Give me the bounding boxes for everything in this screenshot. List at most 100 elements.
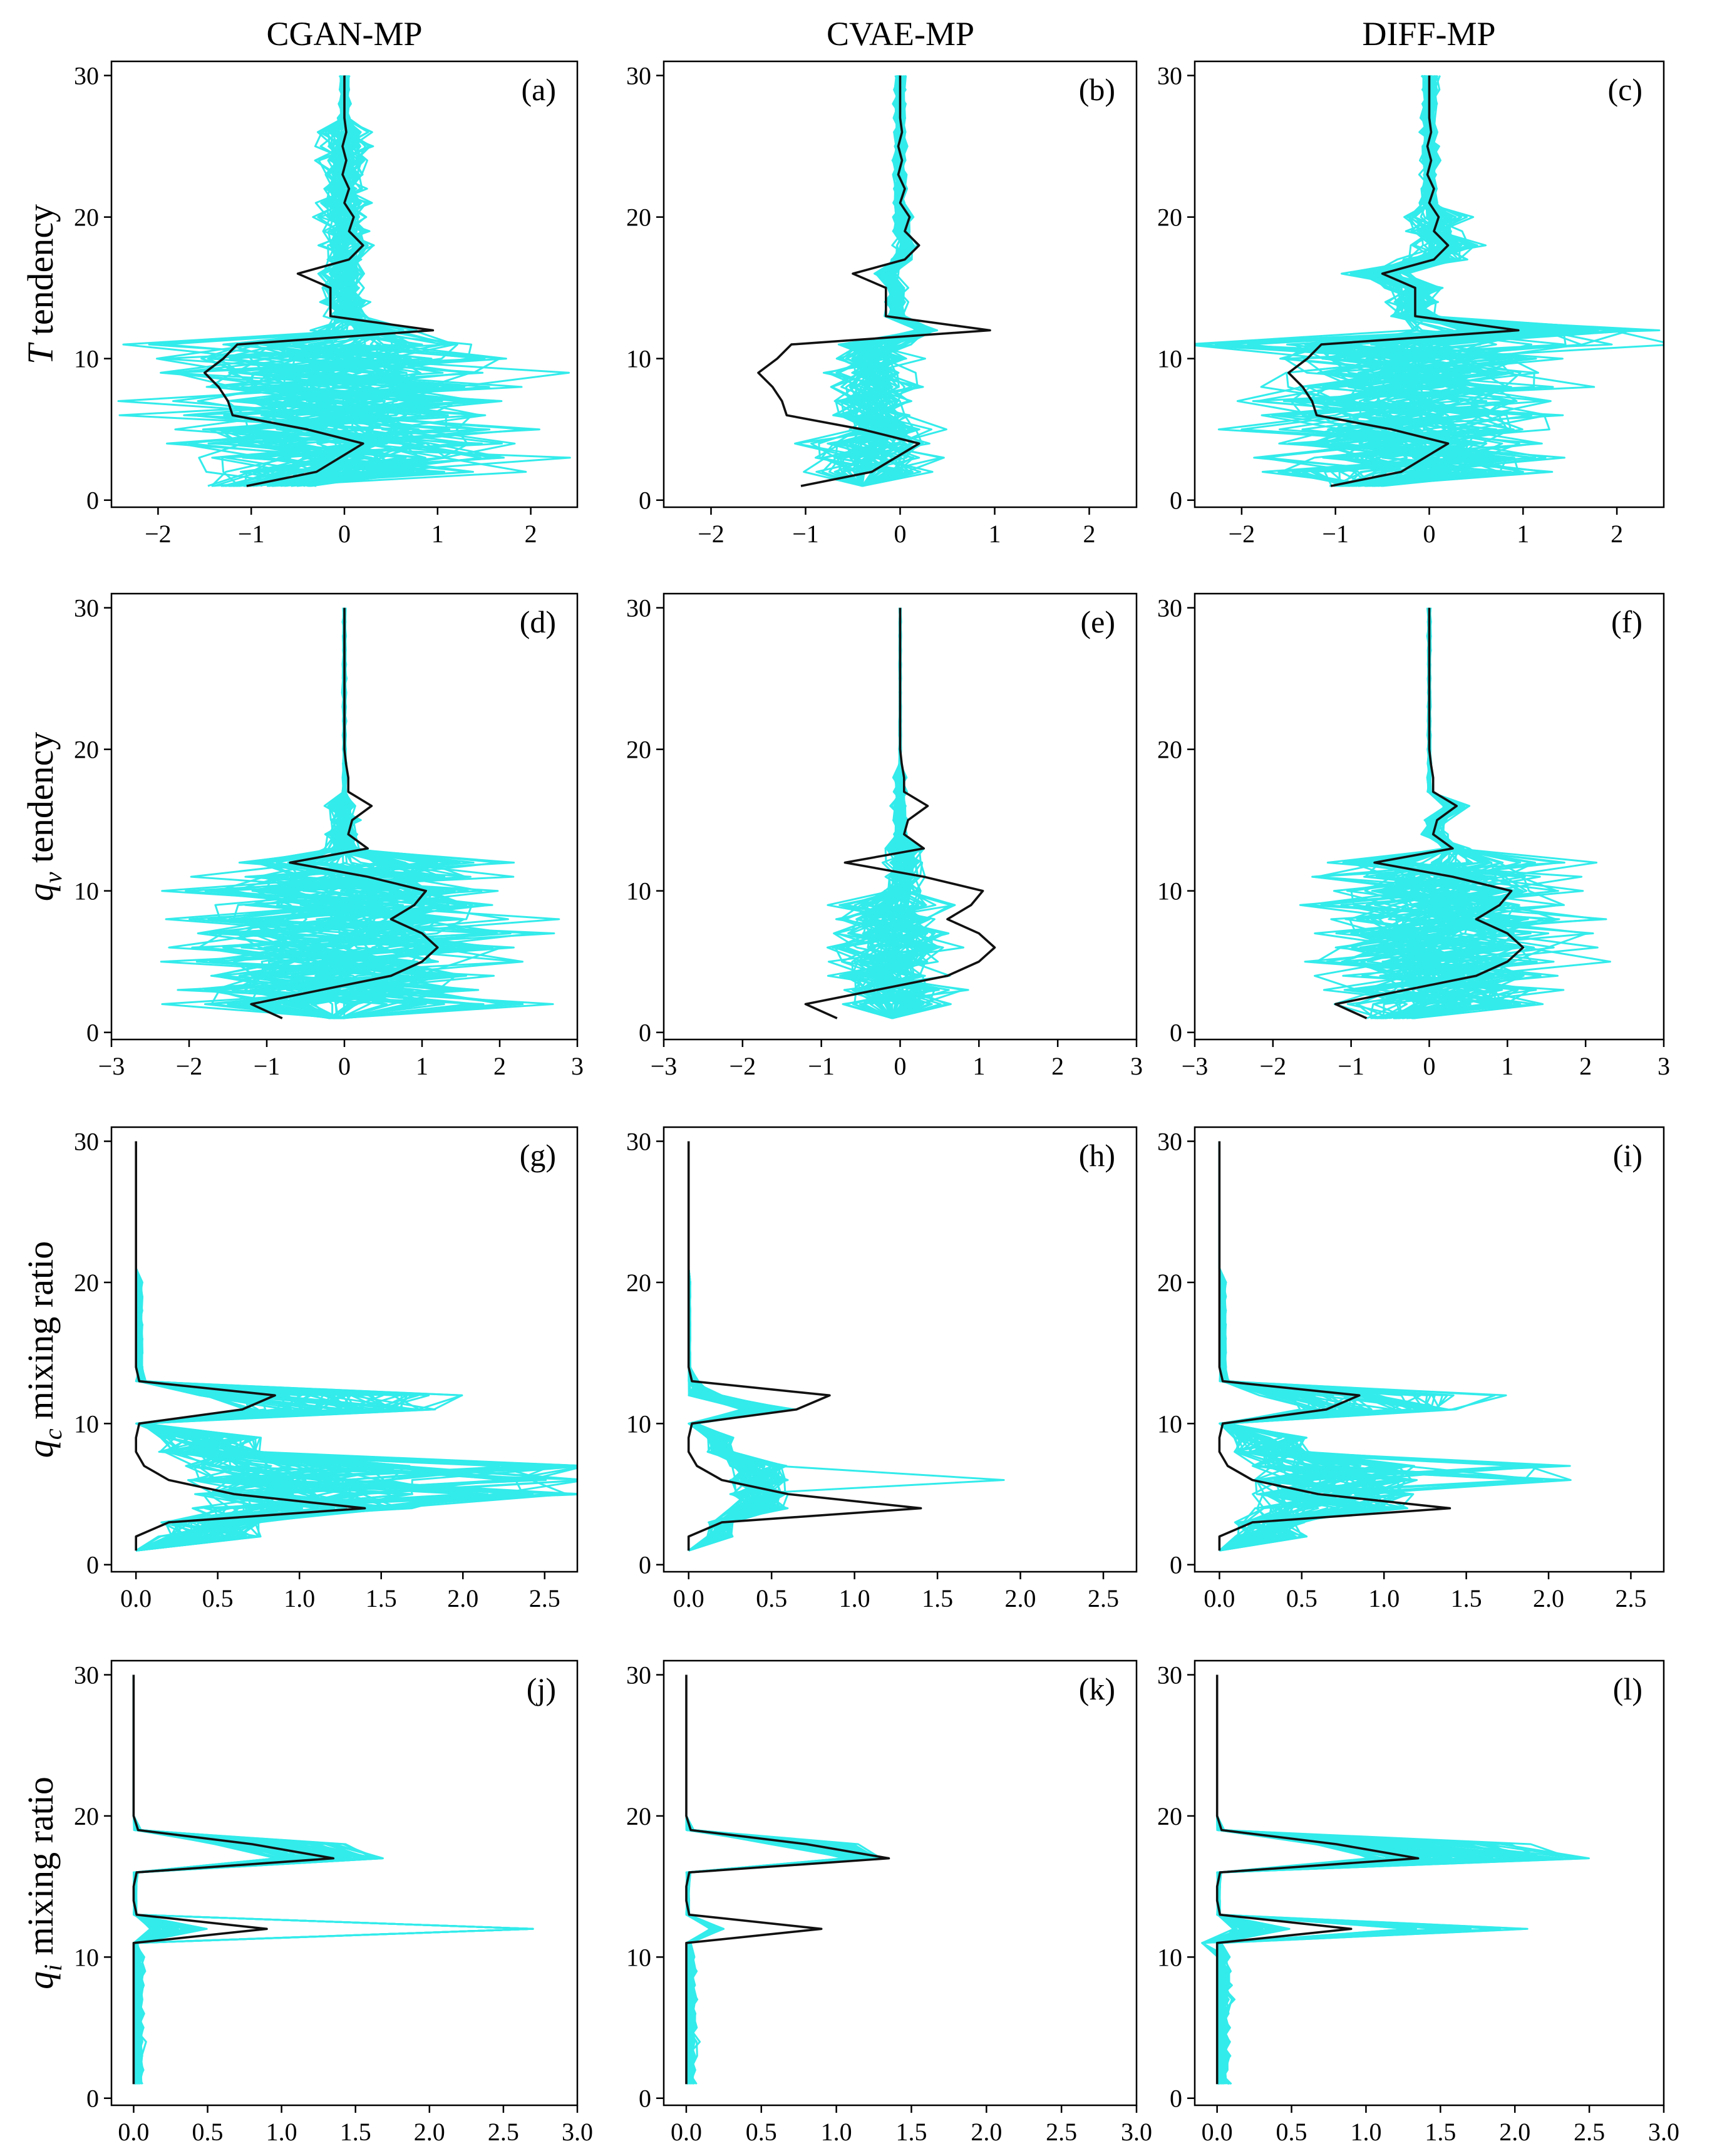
ensemble-line-l-14 [1216, 1674, 1494, 2085]
x-tick-label-d: 3 [571, 1052, 584, 1080]
ensemble-line-j-26 [132, 1674, 324, 2085]
ensemble-line-l-17 [1216, 1674, 1477, 2085]
y-tick-label-j: 30 [74, 1661, 99, 1689]
x-tick-label-c: 1 [1517, 520, 1529, 548]
x-tick-label-h: 0.5 [756, 1584, 787, 1612]
ensemble-line-j-55 [132, 1674, 383, 2085]
y-tick-label-j: 10 [74, 1943, 99, 1971]
ensemble-line-k-28 [685, 1674, 874, 2085]
y-tick-label-e: 10 [626, 877, 651, 905]
ensemble-line-l-13 [1216, 1674, 1443, 2085]
ensemble-line-j-59 [132, 1674, 284, 2085]
x-tick-label-f: 2 [1579, 1052, 1592, 1080]
x-tick-label-k: 1.5 [895, 2118, 927, 2146]
ensemble-line-l-48 [1216, 1674, 1450, 2085]
x-tick-label-a: −2 [145, 520, 172, 548]
panel-j: 0.0 0.5 1.0 1.5 2.0 2.5 3.0 0 10 20 30 (j) [74, 1659, 593, 2146]
x-tick-label-b: 2 [1083, 520, 1096, 548]
y-tick-label-a: 30 [74, 62, 99, 90]
ensemble-line-l-33 [1216, 1674, 1393, 2085]
ensemble-line-j-50 [132, 1674, 375, 2085]
ensemble-line-l-29 [1216, 1674, 1399, 2085]
ensemble-line-l-22 [1216, 1674, 1581, 2085]
x-tick-label-a: 0 [338, 520, 351, 548]
ensemble-line-i-59 [1218, 1141, 1536, 1552]
ensemble-line-j-37 [132, 1674, 376, 2085]
ensemble-line-l-34 [1216, 1674, 1474, 2085]
ensemble-line-j-8 [132, 1674, 353, 2085]
ensemble-line-j-32 [132, 1674, 283, 2085]
ensemble-line-k-14 [685, 1674, 871, 2085]
ensemble-line-j-4 [132, 1674, 321, 2085]
ensemble-line-j-20 [132, 1674, 378, 2085]
x-tick-label-f: −2 [1260, 1052, 1287, 1080]
ensemble-line-j-29 [132, 1674, 327, 2085]
y-tick-label-f: 10 [1157, 877, 1182, 905]
ensemble-line-j-22 [132, 1674, 327, 2085]
ensemble-line-k-12 [685, 1674, 861, 2085]
ensemble-line-j-45 [132, 1674, 376, 2085]
ensemble-line-c-60 [1252, 75, 1591, 487]
ensemble-line-k-58 [685, 1674, 852, 2085]
ensemble-line-c-57 [1195, 75, 1523, 487]
ensemble-line-l-25 [1216, 1674, 1512, 2085]
x-tick-label-k: 3.0 [1121, 2118, 1152, 2146]
y-tick-label-g: 20 [74, 1269, 99, 1297]
ensemble-line-l-8 [1216, 1674, 1415, 2085]
x-tick-label-l: 1.0 [1350, 2118, 1381, 2146]
x-tick-label-d: −2 [176, 1052, 203, 1080]
x-tick-label-l: 0.5 [1276, 2118, 1307, 2146]
row-label-2: qv tendency [20, 732, 67, 902]
ensemble-line-k-39 [685, 1674, 848, 2085]
x-tick-label-k: 2.5 [1046, 2118, 1077, 2146]
y-tick-label-i: 0 [1170, 1551, 1182, 1579]
ensemble-line-j-10 [132, 1674, 363, 2085]
ensemble-line-l-40 [1216, 1674, 1431, 2085]
ensemble-line-l-36 [1216, 1674, 1460, 2085]
column-title-cgan-mp: CGAN-MP [266, 15, 422, 53]
ensemble-line-k-32 [685, 1674, 876, 2085]
ensemble-line-j-12 [132, 1674, 321, 2085]
ensemble-line-j-17 [132, 1674, 359, 2085]
ensemble-line-k-31 [685, 1674, 865, 2085]
panel-label-k: (k) [1079, 1671, 1115, 1706]
ensemble-line-l-7 [1216, 1674, 1573, 2085]
truth-line-e [804, 607, 996, 1019]
column-title-cvae-mp: CVAE-MP [827, 15, 974, 53]
y-tick-label-e: 20 [626, 736, 651, 764]
ensemble-line-j-35 [132, 1674, 278, 2085]
ensemble-line-l-19 [1216, 1674, 1451, 2085]
panel-label-c: (c) [1608, 72, 1643, 107]
ensemble-line-l-56 [1216, 1674, 1395, 2085]
ensemble-line-l-6 [1216, 1674, 1402, 2085]
ensemble-line-j-14 [132, 1674, 534, 2085]
ensemble-line-l-26 [1216, 1674, 1488, 2085]
ensemble-line-d-60 [317, 607, 450, 1019]
ensemble-line-k-55 [685, 1674, 878, 2085]
truth-line-l [1215, 1674, 1420, 2085]
x-tick-label-f: 1 [1501, 1052, 1513, 1080]
y-tick-label-d: 0 [86, 1019, 99, 1047]
panel-label-j: (j) [527, 1671, 556, 1706]
x-tick-label-h: 0.0 [673, 1584, 704, 1612]
ensemble-line-j-6 [132, 1674, 315, 2085]
x-tick-label-l: 1.5 [1425, 2118, 1456, 2146]
ensemble-line-j-58 [132, 1674, 534, 2085]
ensemble-line-a-60 [222, 75, 501, 487]
ensemble-line-k-48 [685, 1674, 875, 2085]
x-tick-label-g: 1.0 [284, 1584, 315, 1612]
ensemble-line-j-2 [132, 1674, 295, 2085]
ensemble-line-l-39 [1216, 1674, 1527, 2085]
x-tick-label-e: −3 [651, 1052, 678, 1080]
x-tick-label-i: 2.5 [1615, 1584, 1646, 1612]
y-tick-label-l: 10 [1157, 1943, 1182, 1971]
ensemble-line-b-60 [837, 75, 932, 487]
ensemble-line-j-28 [132, 1674, 319, 2085]
ensemble-line-l-11 [1216, 1674, 1474, 2085]
ensemble-line-j-54 [132, 1674, 337, 2085]
x-tick-label-h: 1.0 [839, 1584, 870, 1612]
ensemble-line-j-25 [132, 1674, 534, 2085]
ensemble-line-j-46 [132, 1674, 307, 2085]
